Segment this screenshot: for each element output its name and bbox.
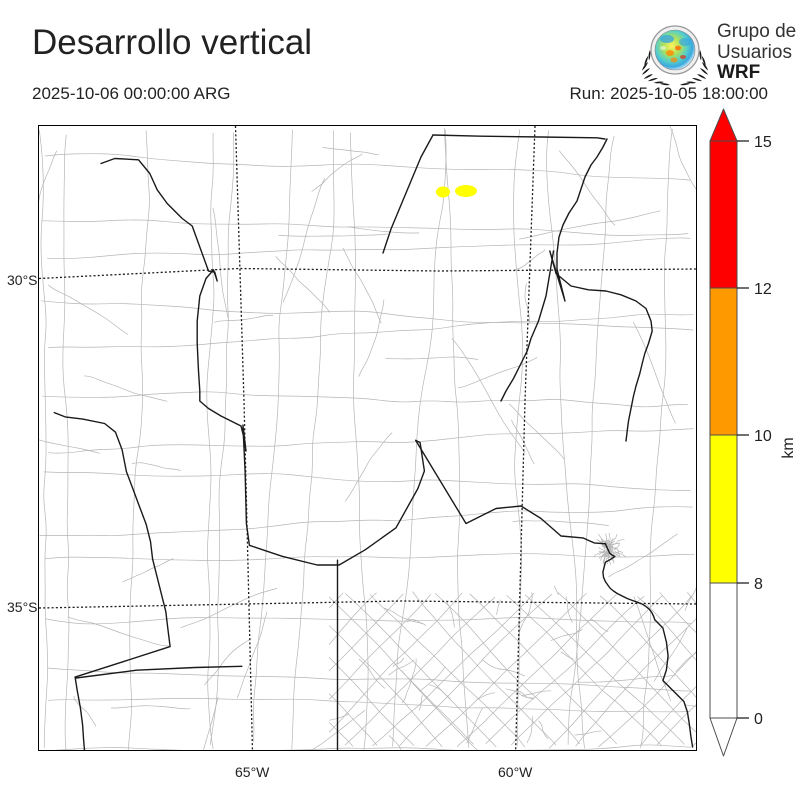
svg-text:Grupo de: Grupo de (717, 21, 796, 42)
svg-text:8: 8 (754, 576, 763, 593)
svg-text:Usuarios: Usuarios (717, 42, 792, 63)
svg-text:12: 12 (754, 281, 772, 298)
svg-text:WRF: WRF (717, 62, 760, 83)
svg-text:10: 10 (754, 428, 772, 445)
svg-text:km: km (780, 437, 797, 458)
svg-text:0: 0 (754, 711, 763, 728)
svg-text:15: 15 (754, 134, 772, 151)
